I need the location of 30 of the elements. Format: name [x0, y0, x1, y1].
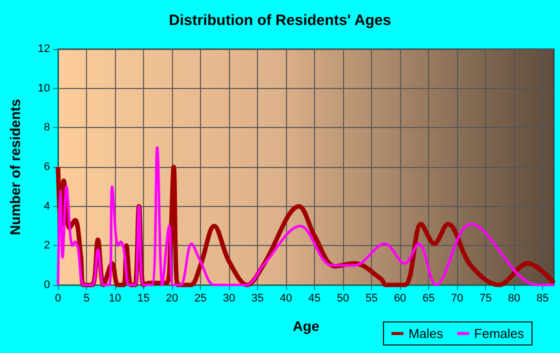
x-tick-label: 80 [508, 292, 520, 304]
y-tick-label: 2 [44, 240, 50, 252]
y-tick-label: 6 [44, 161, 50, 173]
x-tick-label: 75 [479, 292, 492, 304]
x-tick-label: 25 [194, 292, 207, 304]
x-tick-label: 45 [308, 292, 321, 304]
x-tick-label: 0 [54, 292, 62, 304]
y-tick-label: 10 [38, 82, 50, 94]
y-tick-label: 8 [44, 122, 50, 134]
x-axis-title: Age [292, 318, 320, 334]
x-tick-label: 20 [166, 292, 178, 304]
x-tick-label: 55 [365, 292, 378, 304]
chart-title: Distribution of Residents' Ages [168, 12, 392, 29]
x-tick-label: 60 [394, 292, 406, 304]
x-tick-label: 70 [450, 292, 464, 304]
y-tick-label: 0 [44, 279, 50, 291]
y-tick-label: 12 [38, 43, 50, 55]
y-tick-label: 4 [44, 200, 50, 212]
x-tick-label: 10 [108, 292, 122, 304]
x-tick-label: 50 [336, 292, 350, 304]
legend-label: Males [408, 326, 444, 341]
x-tick-label: 5 [83, 292, 90, 304]
x-tick-label: 65 [422, 292, 435, 304]
legend-label: Females [474, 326, 524, 341]
x-tick-label: 35 [251, 292, 264, 304]
x-tick-label: 85 [536, 292, 549, 304]
x-tick-label: 40 [280, 292, 292, 304]
y-axis-title: Number of residents [7, 98, 23, 236]
x-tick-label: 30 [222, 292, 236, 304]
x-tick-label: 15 [137, 292, 150, 304]
